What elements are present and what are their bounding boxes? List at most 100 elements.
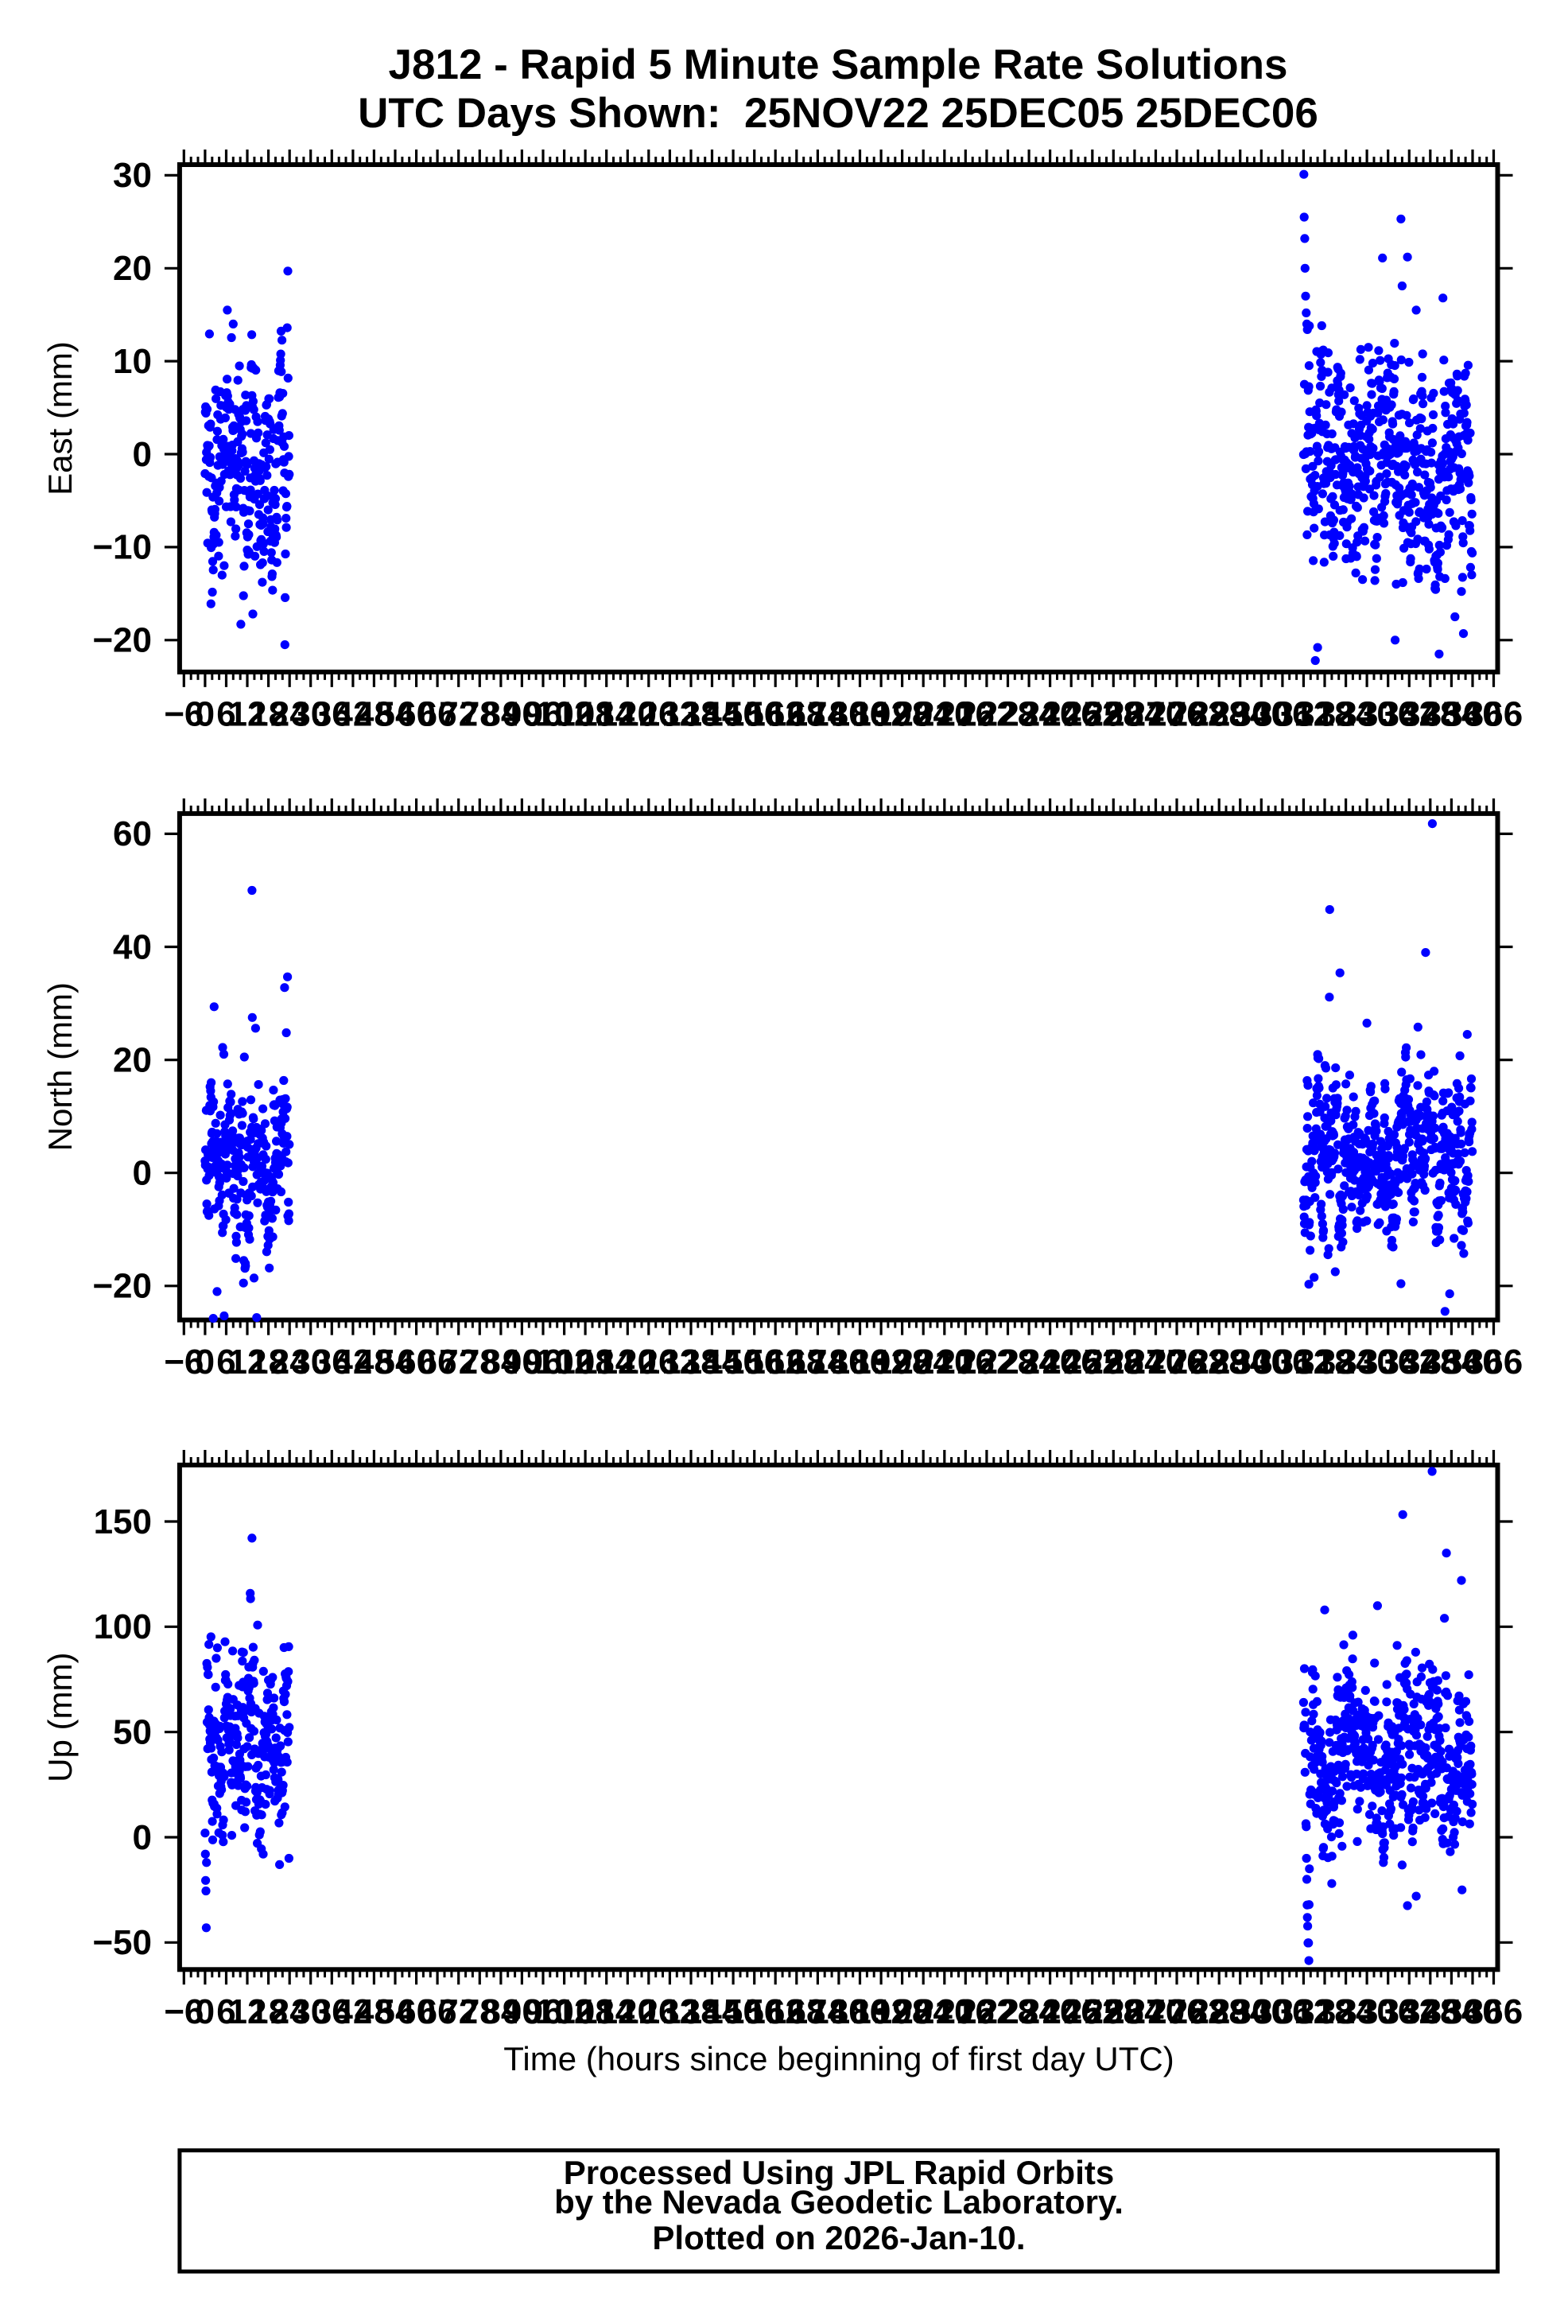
svg-text:114: 114 <box>578 1992 635 2031</box>
svg-text:24: 24 <box>270 694 309 733</box>
svg-text:168: 168 <box>767 1992 825 2031</box>
svg-text:108: 108 <box>556 1992 614 2031</box>
svg-text:318: 318 <box>1295 1992 1353 2031</box>
svg-text:150: 150 <box>94 1502 152 1541</box>
svg-text:360: 360 <box>1443 694 1501 733</box>
svg-text:144: 144 <box>683 694 742 733</box>
svg-text:0: 0 <box>196 694 215 733</box>
svg-text:J812 - Rapid 5 Minute Sample R: J812 - Rapid 5 Minute Sample Rate Soluti… <box>389 41 1288 88</box>
svg-text:204: 204 <box>894 1992 953 2031</box>
svg-text:96: 96 <box>524 1343 563 1382</box>
svg-text:282: 282 <box>1169 1992 1227 2031</box>
svg-text:252: 252 <box>1063 1343 1121 1382</box>
svg-text:186: 186 <box>831 1992 889 2031</box>
svg-text:348: 348 <box>1401 694 1459 733</box>
svg-text:126: 126 <box>619 694 677 733</box>
svg-text:330: 330 <box>1337 694 1395 733</box>
svg-text:294: 294 <box>1211 1992 1270 2031</box>
svg-text:216: 216 <box>937 694 995 733</box>
svg-text:−10: −10 <box>92 528 152 567</box>
svg-text:6: 6 <box>216 1343 235 1382</box>
svg-text:36: 36 <box>312 1992 351 2031</box>
svg-text:324: 324 <box>1317 694 1376 733</box>
svg-text:306: 306 <box>1253 1343 1311 1382</box>
svg-text:324: 324 <box>1317 1343 1376 1382</box>
svg-text:306: 306 <box>1253 694 1311 733</box>
svg-text:24: 24 <box>270 1992 309 2031</box>
svg-text:258: 258 <box>1085 694 1143 733</box>
svg-text:258: 258 <box>1085 1992 1143 2031</box>
svg-text:126: 126 <box>619 1992 677 2031</box>
svg-text:156: 156 <box>725 1343 783 1382</box>
svg-text:246: 246 <box>1042 1992 1100 2031</box>
svg-text:−6: −6 <box>164 1343 204 1382</box>
svg-text:30: 30 <box>291 1992 330 2031</box>
svg-text:360: 360 <box>1443 1343 1501 1382</box>
svg-text:270: 270 <box>1127 1992 1185 2031</box>
svg-text:138: 138 <box>662 694 720 733</box>
svg-text:270: 270 <box>1127 1343 1185 1382</box>
svg-text:300: 300 <box>1232 1992 1290 2031</box>
svg-text:330: 330 <box>1337 1343 1395 1382</box>
svg-text:366: 366 <box>1465 694 1523 733</box>
svg-text:192: 192 <box>852 1992 910 2031</box>
svg-text:348: 348 <box>1401 1992 1459 2031</box>
svg-text:240: 240 <box>1021 1992 1079 2031</box>
svg-text:66: 66 <box>418 1343 457 1382</box>
svg-text:156: 156 <box>725 1992 783 2031</box>
svg-text:222: 222 <box>957 694 1015 733</box>
svg-text:216: 216 <box>937 1992 995 2031</box>
svg-text:228: 228 <box>979 1992 1037 2031</box>
svg-text:312: 312 <box>1275 694 1333 733</box>
svg-text:162: 162 <box>746 1992 804 2031</box>
svg-text:246: 246 <box>1042 694 1100 733</box>
svg-text:114: 114 <box>578 1343 635 1382</box>
svg-text:24: 24 <box>270 1343 309 1382</box>
svg-text:50: 50 <box>113 1713 152 1752</box>
svg-text:252: 252 <box>1063 1992 1121 2031</box>
svg-text:42: 42 <box>333 694 372 733</box>
svg-text:0: 0 <box>133 1154 152 1193</box>
svg-text:264: 264 <box>1105 1992 1164 2031</box>
svg-text:276: 276 <box>1147 1343 1205 1382</box>
svg-text:12: 12 <box>228 1992 267 2031</box>
svg-text:282: 282 <box>1169 1343 1227 1382</box>
svg-text:78: 78 <box>460 1343 499 1382</box>
svg-text:−6: −6 <box>164 1992 204 2031</box>
svg-text:150: 150 <box>704 1992 762 2031</box>
svg-text:174: 174 <box>789 1343 848 1382</box>
svg-text:−50: −50 <box>92 1923 152 1962</box>
svg-text:54: 54 <box>376 694 415 733</box>
svg-text:150: 150 <box>704 1343 762 1382</box>
svg-text:48: 48 <box>355 694 394 733</box>
svg-text:102: 102 <box>535 1343 593 1382</box>
svg-text:276: 276 <box>1147 694 1205 733</box>
svg-text:204: 204 <box>894 694 953 733</box>
svg-text:120: 120 <box>599 694 657 733</box>
svg-text:174: 174 <box>789 1992 848 2031</box>
svg-text:288: 288 <box>1190 694 1248 733</box>
svg-text:36: 36 <box>312 1343 351 1382</box>
svg-text:36: 36 <box>312 694 351 733</box>
svg-text:40: 40 <box>113 927 152 966</box>
svg-text:210: 210 <box>915 1343 973 1382</box>
svg-text:258: 258 <box>1085 1343 1143 1382</box>
svg-text:84: 84 <box>481 1992 520 2031</box>
svg-text:48: 48 <box>355 1343 394 1382</box>
svg-text:138: 138 <box>662 1992 720 2031</box>
svg-text:84: 84 <box>481 694 520 733</box>
svg-text:48: 48 <box>355 1992 394 2031</box>
svg-text:by the Nevada Geodetic Laborat: by the Nevada Geodetic Laboratory. <box>554 2183 1124 2221</box>
svg-text:20: 20 <box>113 1040 152 1079</box>
svg-text:0: 0 <box>196 1343 215 1382</box>
svg-text:240: 240 <box>1021 1343 1079 1382</box>
svg-text:18: 18 <box>249 1992 288 2031</box>
svg-text:186: 186 <box>831 1343 889 1382</box>
svg-text:162: 162 <box>746 694 804 733</box>
svg-text:18: 18 <box>249 1343 288 1382</box>
svg-text:10: 10 <box>113 342 152 381</box>
svg-text:210: 210 <box>915 694 973 733</box>
svg-text:Processed Using JPL Rapid Orbi: Processed Using JPL Rapid Orbits <box>564 2154 1114 2191</box>
svg-text:156: 156 <box>725 694 783 733</box>
svg-text:60: 60 <box>397 1992 436 2031</box>
